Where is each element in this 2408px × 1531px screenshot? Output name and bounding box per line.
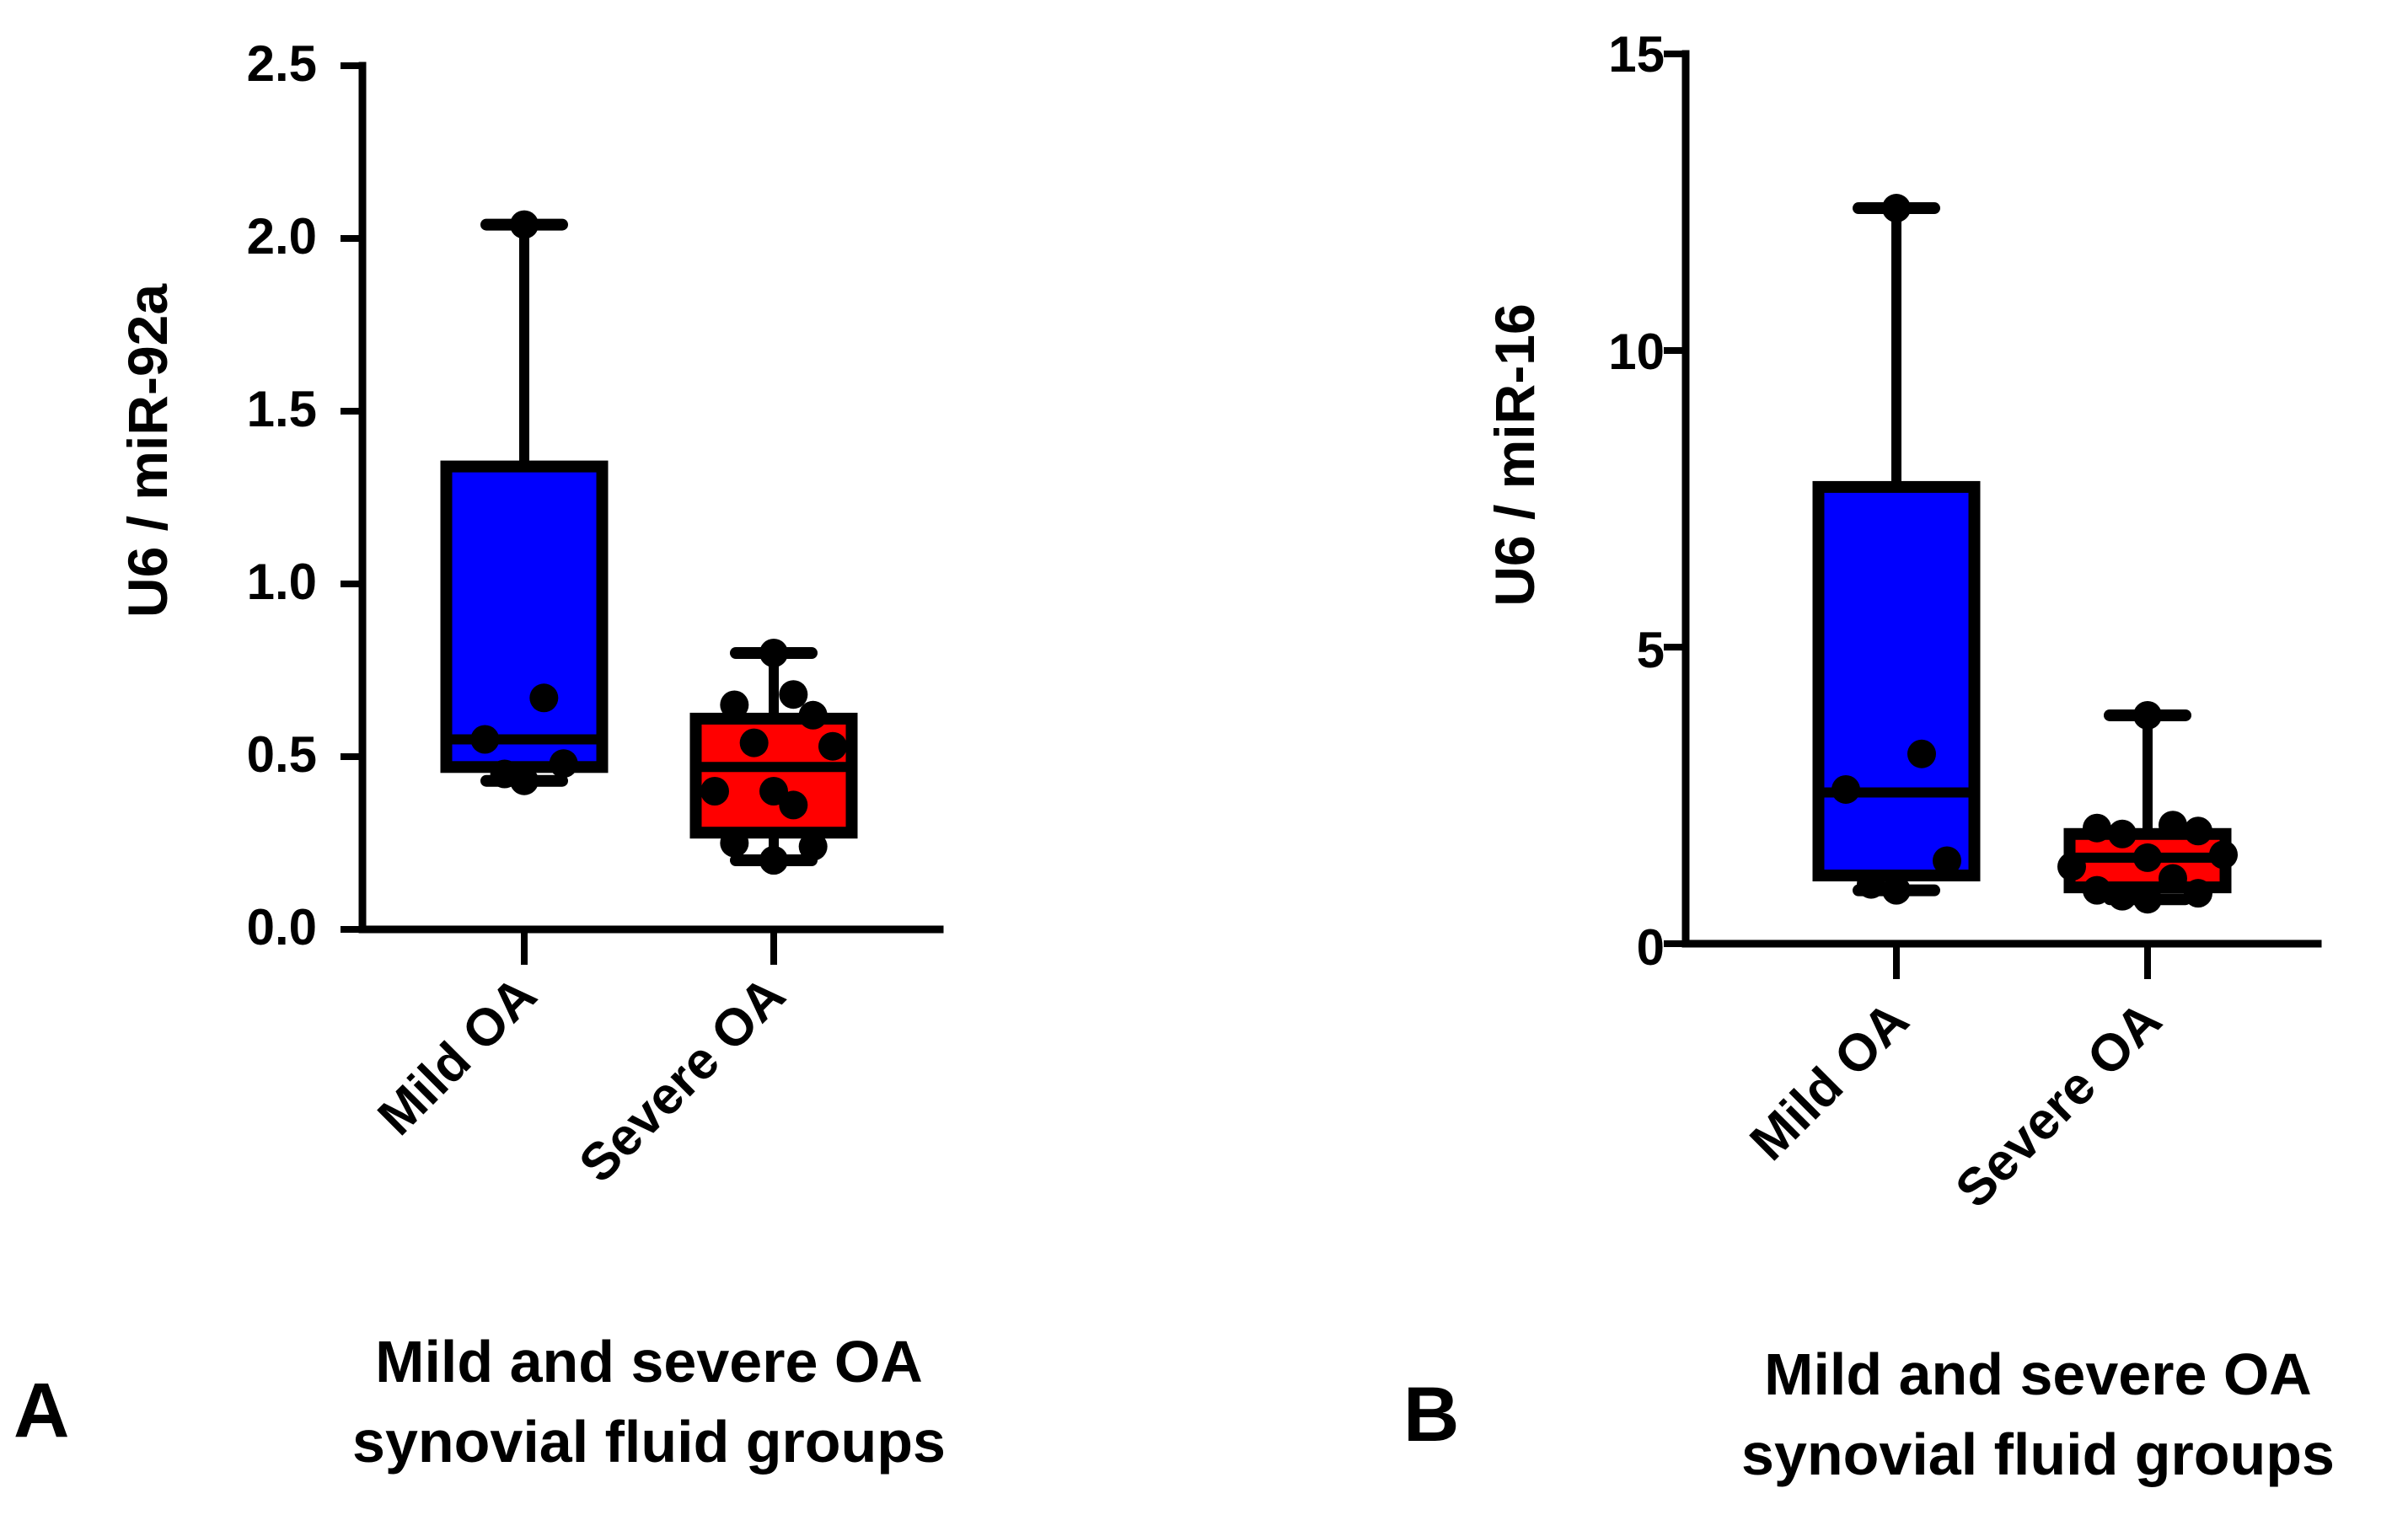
panel-b-x-axis-caption-line-1: Mild and severe OA (1764, 1341, 2312, 1407)
panel-b: U6 / miR-16 0 5 10 15 Mild OA Severe OA … (1403, 26, 2335, 1487)
panel-a-letter: A (13, 1368, 69, 1453)
panel-a-mild-oa-box (440, 460, 609, 774)
panel-a-ytick-label: 0.5 (247, 726, 317, 783)
panel-a-mild-oa-data-point (510, 210, 539, 239)
panel-a-severe-oa-data-point (798, 700, 828, 730)
panel-a-category-label-mild: Mild OA (367, 966, 548, 1146)
panel-a-x-axis-caption-line-2: synovial fluid groups (352, 1409, 946, 1475)
panel-b-severe-oa-data-point (2184, 816, 2212, 846)
panel-a-category-label-severe: Severe OA (568, 966, 796, 1194)
panel-a-ytick-label: 1.0 (247, 554, 317, 610)
panel-a-ytick-label: 2.5 (247, 35, 317, 92)
panel-b-letter: B (1403, 1372, 1459, 1458)
panel-a-severe-oa-data-point (818, 731, 847, 761)
panel-b-mild-oa-data-point (1857, 870, 1885, 899)
panel-b-severe-oa-data-point (2133, 885, 2162, 914)
panel-b-mild-oa-box (1812, 480, 1981, 882)
panel-a-severe-oa-data-point (720, 690, 749, 720)
panel-b-category-label-severe: Severe OA (1944, 991, 2173, 1219)
panel-b-severe-oa-data-point (2159, 811, 2187, 840)
panel-b-ytick-label: 5 (1637, 622, 1665, 678)
panel-b-severe-oa-data-point (2083, 813, 2111, 843)
panel-b-ytick-label: 15 (1608, 26, 1665, 83)
panel-b-severe-oa-data-point (2133, 700, 2162, 730)
panel-b-plot-area (1664, 50, 2322, 979)
panel-a-severe-oa-data-point (759, 846, 788, 875)
panel-a-severe-oa-data-point (779, 790, 808, 820)
panel-b-ytick-label: 10 (1608, 324, 1665, 380)
panel-b-x-axis-caption-line-2: synovial fluid groups (1741, 1421, 2335, 1487)
panel-b-mild-oa-data-point (1831, 774, 1860, 804)
panel-b-ytick-label: 0 (1637, 919, 1665, 976)
panel-b-severe-oa-data-point (2133, 843, 2162, 872)
panel-b-y-axis-label: U6 / miR-16 (1483, 303, 1546, 606)
panel-a-mild-oa-data-point (529, 683, 559, 713)
panel-b-mild-oa-data-point (1882, 194, 1911, 223)
panel-b-mild-oa-data-point (1933, 846, 1961, 875)
panel-b-severe-oa-data-point (2184, 879, 2212, 908)
panel-a-plot-area (341, 62, 944, 965)
panel-b-severe-oa-data-point (2057, 852, 2086, 881)
panel-a-mild-oa-data-point (470, 725, 500, 754)
panel-a-ytick-label: 2.0 (247, 208, 317, 265)
panel-a-mild-oa-data-point (549, 749, 578, 779)
panel-b-severe-oa-data-point (2159, 864, 2187, 893)
panel-b-severe-oa-data-point (2108, 881, 2137, 911)
panel-a-severe-oa-data-point (720, 828, 749, 858)
panel-a-mild-oa-data-point (510, 766, 539, 795)
panel-b-mild-oa-data-point (1907, 739, 1936, 768)
panel-a-x-axis-caption-line-1: Mild and severe OA (375, 1329, 923, 1394)
panel-b-severe-oa-data-point (2209, 840, 2238, 870)
panel-a-severe-oa-data-point (798, 832, 828, 861)
panel-a-severe-oa-data-point (759, 639, 788, 667)
panel-a-severe-oa-data-point (739, 728, 769, 757)
panel-a-severe-oa-data-point (700, 777, 729, 806)
panel-b-y-ticks: 0 5 10 15 (1608, 26, 1665, 976)
panel-b-category-label-mild: Mild OA (1740, 991, 1920, 1171)
panel-a-y-ticks: 0.0 0.5 1.0 1.5 2.0 2.5 (247, 35, 317, 956)
panel-a-ytick-label: 0.0 (247, 899, 317, 956)
panel-a-y-axis-label: U6 / miR-92a (116, 283, 179, 618)
panel-b-severe-oa-data-point (2083, 875, 2111, 905)
panel-a-severe-oa-data-point (779, 680, 808, 709)
panel-a: U6 / miR-92a 0.0 0.5 1.0 1.5 2.0 2.5 Mil… (13, 35, 946, 1475)
panel-b-severe-oa-data-point (2108, 819, 2137, 848)
panel-a-ytick-label: 1.5 (247, 381, 317, 437)
panel-b-mild-oa-data-point (1882, 875, 1911, 905)
